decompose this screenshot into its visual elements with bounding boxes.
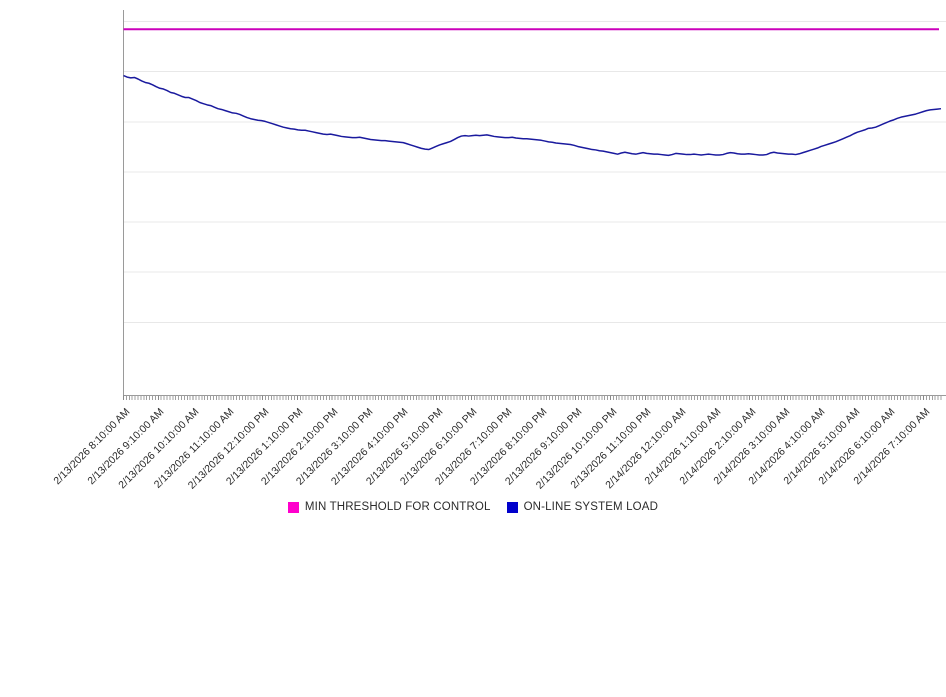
gridlines	[124, 22, 946, 323]
legend-label: MIN THRESHOLD FOR CONTROL	[305, 501, 491, 513]
legend-min-threshold[interactable]: MIN THRESHOLD FOR CONTROL	[288, 501, 491, 513]
chart-legend: MIN THRESHOLD FOR CONTROL ON-LINE SYSTEM …	[0, 497, 946, 517]
data-series-group	[124, 29, 942, 155]
plot-area	[0, 0, 946, 400]
legend-online-system-load[interactable]: ON-LINE SYSTEM LOAD	[507, 501, 659, 513]
legend-color-swatch-icon	[507, 502, 518, 513]
legend-color-swatch-icon	[288, 502, 299, 513]
legend-label: ON-LINE SYSTEM LOAD	[524, 501, 659, 513]
series-line-1	[124, 76, 942, 156]
axis-lines	[124, 10, 946, 396]
